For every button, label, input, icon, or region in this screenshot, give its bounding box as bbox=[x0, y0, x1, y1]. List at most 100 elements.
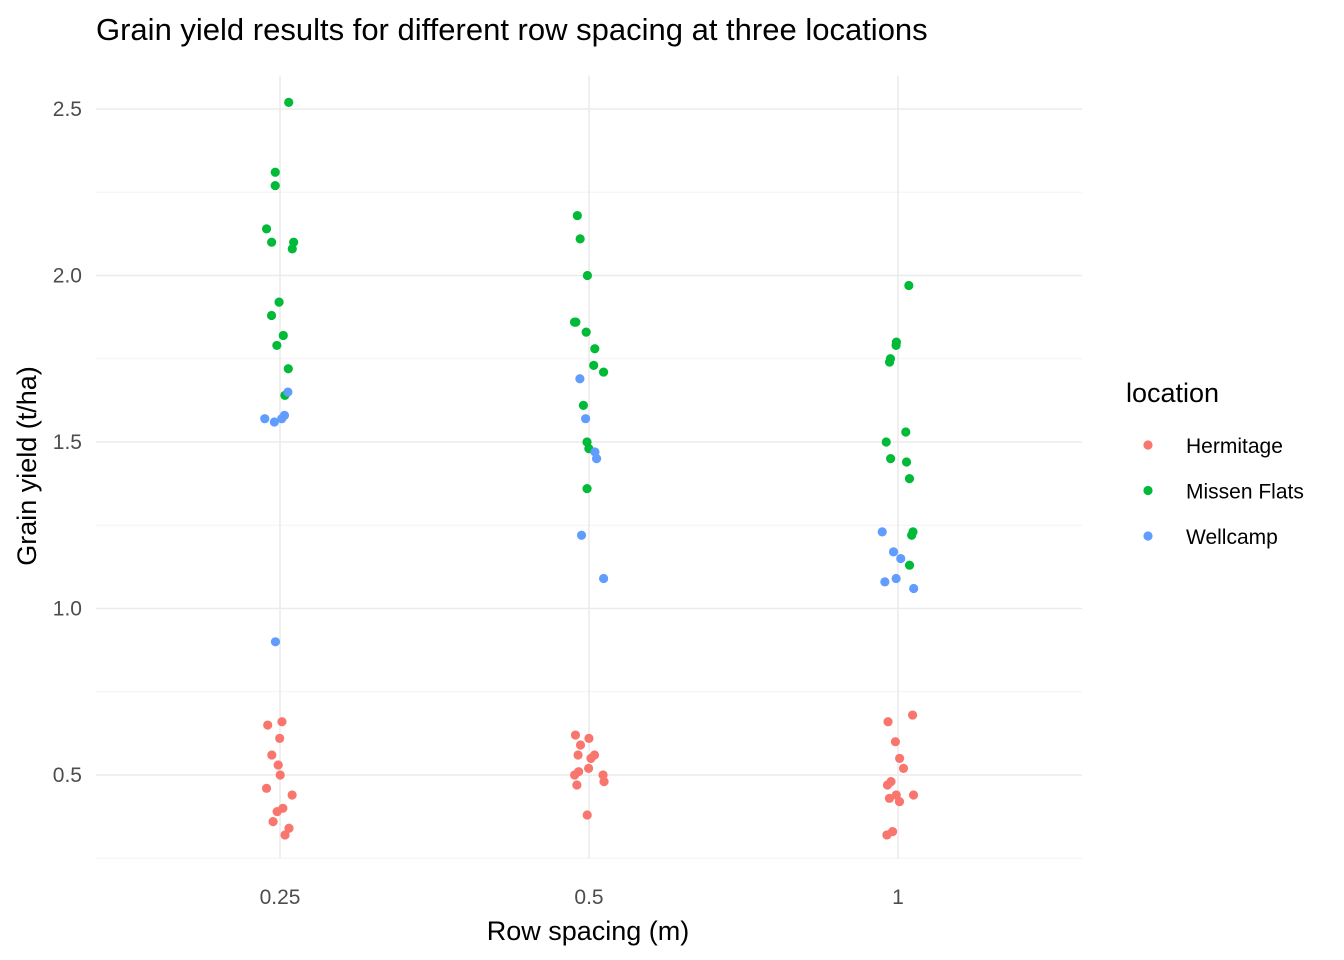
legend-marker bbox=[1143, 485, 1153, 496]
data-point bbox=[890, 737, 901, 747]
data-point bbox=[287, 244, 297, 254]
y-tick-label: 0.5 bbox=[53, 764, 82, 787]
x-tick-label: 1 bbox=[892, 886, 904, 909]
data-point bbox=[272, 807, 282, 817]
legend-marker bbox=[1143, 440, 1153, 450]
data-point bbox=[573, 750, 583, 760]
data-point bbox=[896, 553, 906, 564]
data-point bbox=[275, 733, 285, 743]
y-axis-ticks: 0.5 1.0 1.5 2.0 2.5 bbox=[53, 98, 82, 787]
data-point bbox=[575, 234, 585, 244]
data-point bbox=[877, 527, 887, 537]
data-point bbox=[570, 770, 580, 780]
data-point bbox=[284, 823, 294, 833]
data-point bbox=[270, 637, 281, 647]
data-point bbox=[909, 583, 919, 594]
data-point bbox=[894, 797, 905, 807]
data-points bbox=[260, 97, 919, 840]
data-point bbox=[884, 357, 895, 367]
data-point bbox=[266, 310, 277, 321]
x-axis-ticks: 0.25 0.5 1 bbox=[260, 886, 904, 909]
data-point bbox=[895, 753, 905, 763]
data-point bbox=[572, 780, 582, 790]
y-tick-label: 2.0 bbox=[53, 265, 82, 288]
data-point bbox=[263, 720, 273, 730]
data-point bbox=[886, 454, 896, 464]
data-point bbox=[580, 414, 591, 424]
data-point bbox=[260, 414, 270, 424]
data-point bbox=[586, 753, 596, 763]
data-point bbox=[267, 237, 277, 247]
data-point bbox=[584, 733, 594, 743]
data-point bbox=[570, 730, 581, 740]
data-point bbox=[277, 717, 287, 727]
y-tick-label: 2.5 bbox=[53, 98, 82, 121]
y-tick-label: 1.0 bbox=[53, 598, 82, 621]
x-axis-title: Row spacing (m) bbox=[487, 916, 690, 946]
data-point bbox=[891, 340, 901, 351]
data-point bbox=[904, 280, 914, 291]
legend: location Hermitage Missen Flats Wellcamp bbox=[1126, 378, 1304, 549]
data-point bbox=[589, 360, 599, 371]
data-point bbox=[880, 577, 890, 587]
data-point bbox=[283, 364, 293, 374]
data-point bbox=[582, 484, 592, 494]
chart-title: Grain yield results for different row sp… bbox=[96, 12, 928, 47]
x-tick-label: 0.5 bbox=[574, 886, 603, 909]
data-point bbox=[287, 790, 297, 800]
data-point bbox=[267, 750, 277, 760]
data-point bbox=[904, 474, 915, 484]
data-point bbox=[882, 780, 893, 790]
data-point bbox=[578, 400, 588, 410]
data-point bbox=[273, 760, 283, 770]
data-point bbox=[275, 770, 285, 780]
data-point bbox=[883, 717, 893, 727]
data-point bbox=[582, 810, 592, 820]
data-point bbox=[598, 367, 609, 377]
data-point bbox=[884, 793, 895, 803]
data-point bbox=[582, 270, 593, 281]
data-point bbox=[284, 97, 294, 107]
data-point bbox=[583, 763, 594, 773]
data-point bbox=[270, 167, 280, 177]
data-point bbox=[599, 777, 609, 787]
legend-label: Hermitage bbox=[1186, 435, 1283, 458]
legend-marker bbox=[1143, 531, 1153, 541]
data-point bbox=[261, 224, 272, 234]
data-point bbox=[283, 387, 293, 397]
data-point bbox=[590, 344, 600, 354]
data-point bbox=[904, 560, 915, 570]
data-point bbox=[901, 427, 911, 437]
data-point bbox=[272, 340, 282, 351]
y-tick-label: 1.5 bbox=[53, 431, 82, 454]
data-point bbox=[278, 330, 288, 341]
y-axis-title: Grain yield (t/ha) bbox=[12, 366, 42, 566]
data-point bbox=[576, 530, 587, 540]
data-point bbox=[907, 530, 917, 540]
data-point bbox=[274, 297, 284, 307]
data-point bbox=[569, 317, 580, 327]
data-point bbox=[261, 783, 272, 793]
data-point bbox=[888, 547, 899, 557]
data-point bbox=[591, 454, 602, 464]
data-point bbox=[907, 710, 918, 720]
data-point bbox=[901, 457, 912, 467]
data-point bbox=[270, 180, 280, 191]
data-point bbox=[572, 210, 582, 221]
data-point bbox=[908, 790, 919, 800]
data-point bbox=[882, 830, 892, 840]
data-point bbox=[891, 573, 901, 584]
legend-label: Wellcamp bbox=[1186, 526, 1278, 549]
data-point bbox=[280, 830, 290, 840]
legend-items: Hermitage Missen Flats Wellcamp bbox=[1143, 435, 1304, 549]
data-point bbox=[575, 374, 585, 384]
data-point bbox=[268, 817, 278, 827]
data-point bbox=[881, 437, 891, 447]
x-tick-label: 0.25 bbox=[260, 886, 301, 909]
legend-label: Missen Flats bbox=[1186, 481, 1304, 504]
legend-title: location bbox=[1126, 378, 1219, 408]
data-point bbox=[898, 763, 909, 773]
data-point bbox=[581, 327, 591, 337]
data-point bbox=[599, 573, 609, 584]
